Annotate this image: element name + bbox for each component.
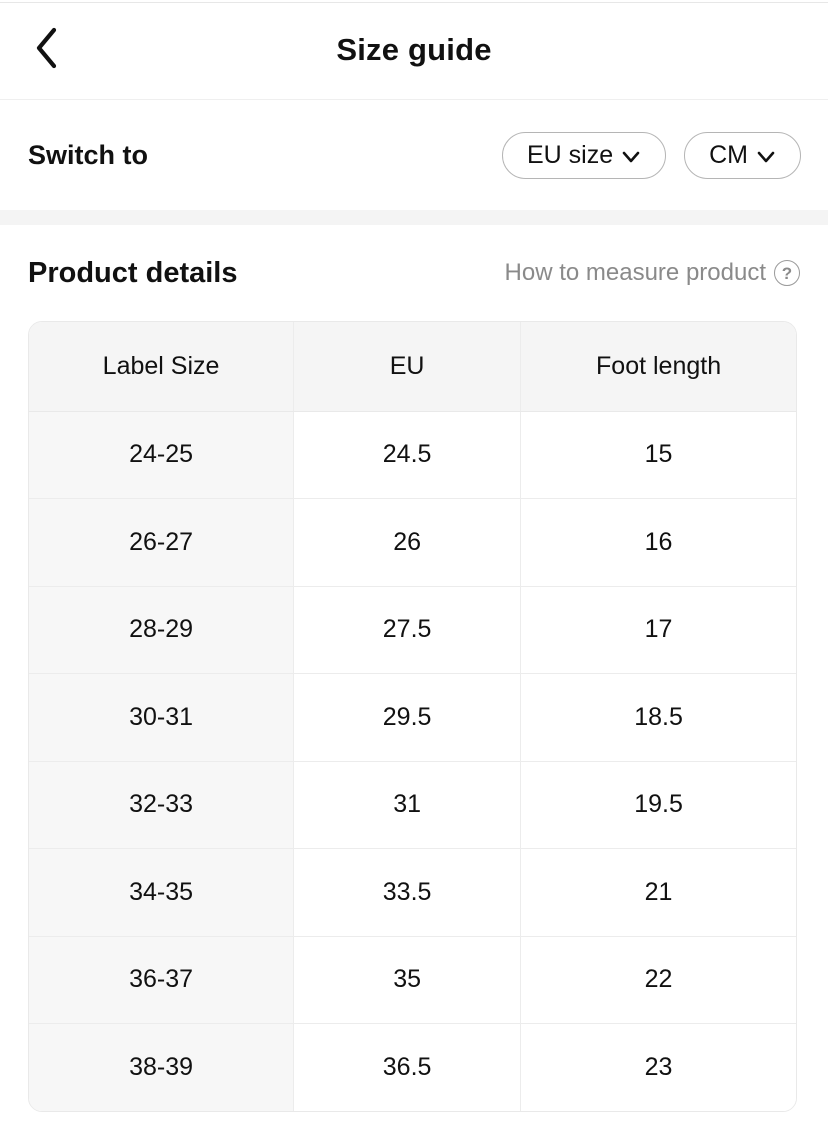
label-size-cell: 32-33 (29, 760, 294, 849)
label-size-cell: 24-25 (29, 411, 294, 499)
unit-pill-group: EU size CM (501, 131, 801, 179)
product-details-title: Product details (28, 256, 238, 289)
foot-length-cell: 15 (520, 411, 796, 499)
eu-cell: 35 (293, 935, 521, 1024)
table-row: 32-33 31 19.5 (29, 760, 796, 849)
eu-cell: 31 (293, 760, 521, 849)
switch-to-label: Switch to (28, 139, 148, 170)
table-row: 34-35 33.5 21 (29, 848, 796, 936)
back-button[interactable] (24, 24, 68, 76)
switch-section: Switch to EU size CM (0, 100, 828, 210)
size-standard-value: EU size (526, 140, 614, 169)
table-header-row: Label Size EU Foot length (29, 322, 796, 412)
table-row: 38-39 36.5 23 (29, 1023, 796, 1111)
eu-cell: 27.5 (293, 585, 521, 674)
table-row: 36-37 35 22 (29, 935, 796, 1024)
foot-length-cell: 16 (520, 498, 796, 586)
label-size-cell: 34-35 (29, 848, 294, 936)
label-size-cell: 38-39 (29, 1023, 294, 1111)
column-header-foot-length: Foot length (520, 322, 796, 412)
chevron-down-icon (756, 147, 776, 164)
header: Size guide (0, 0, 828, 100)
table-row: 28-29 27.5 17 (29, 585, 796, 674)
table-row: 30-31 29.5 18.5 (29, 673, 796, 761)
label-size-cell: 28-29 (29, 585, 294, 674)
size-table: Label Size EU Foot length 24-25 24.5 15 … (29, 322, 796, 1111)
measure-unit-dropdown[interactable]: CM (684, 131, 801, 179)
foot-length-cell: 18.5 (520, 673, 796, 761)
chevron-down-icon (621, 147, 641, 164)
table-row: 26-27 26 16 (29, 498, 796, 586)
column-header-eu: EU (293, 322, 521, 412)
foot-length-cell: 17 (520, 585, 796, 674)
label-size-cell: 30-31 (29, 673, 294, 761)
label-size-cell: 26-27 (29, 498, 294, 586)
eu-cell: 24.5 (293, 411, 521, 499)
section-divider-band (0, 210, 828, 225)
chevron-left-icon (35, 27, 58, 72)
how-to-measure-link[interactable]: How to measure product ? (505, 259, 800, 287)
size-standard-dropdown[interactable]: EU size (501, 131, 667, 179)
how-to-measure-label: How to measure product (504, 259, 766, 286)
column-header-label-size: Label Size (29, 322, 294, 412)
foot-length-cell: 19.5 (520, 760, 796, 849)
eu-cell: 29.5 (293, 673, 521, 761)
page-title: Size guide (336, 31, 492, 67)
table-row: 24-25 24.5 15 (29, 411, 796, 499)
eu-cell: 26 (293, 498, 521, 586)
measure-unit-value: CM (709, 140, 748, 169)
size-table-container: Label Size EU Foot length 24-25 24.5 15 … (28, 321, 797, 1112)
top-divider (0, 2, 828, 3)
label-size-cell: 36-37 (29, 935, 294, 1024)
eu-cell: 33.5 (293, 848, 521, 936)
question-mark-icon: ? (774, 260, 800, 286)
foot-length-cell: 21 (520, 848, 796, 936)
foot-length-cell: 23 (520, 1023, 796, 1111)
product-details-header: Product details How to measure product ? (0, 225, 828, 321)
eu-cell: 36.5 (293, 1023, 521, 1111)
foot-length-cell: 22 (520, 935, 796, 1024)
